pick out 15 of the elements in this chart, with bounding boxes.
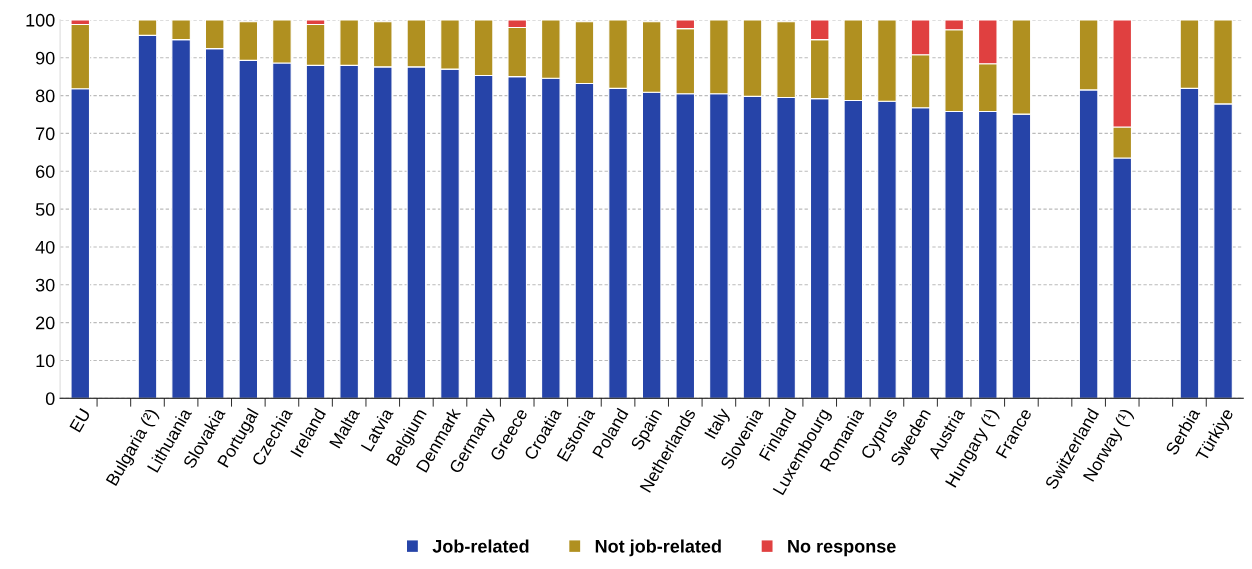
y-tick-label: 30: [35, 278, 55, 292]
x-tick-label: EU: [69, 408, 91, 433]
y-tick-label: 60: [36, 165, 55, 178]
y-tick-label: 0: [45, 392, 55, 406]
y-tick-label: 50: [35, 203, 55, 216]
y-tick-label: 70: [36, 127, 55, 141]
y-tick-label: 10: [36, 354, 55, 368]
legend-label: No response: [788, 540, 896, 557]
y-tick-label: 100: [26, 13, 55, 27]
y-tick-label: 80: [35, 89, 55, 103]
legend-label: Not job-related: [595, 539, 721, 557]
y-tick-label: 90: [36, 51, 55, 65]
legend-label: Job-related: [432, 539, 529, 553]
y-tick-label: 40: [35, 240, 55, 254]
y-tick-label: 20: [36, 316, 55, 330]
